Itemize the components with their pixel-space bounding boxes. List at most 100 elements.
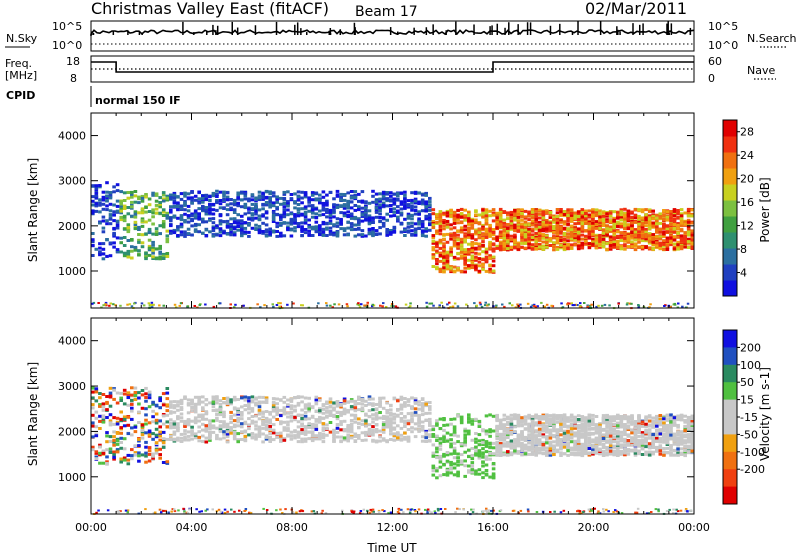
- echo-cell: [357, 408, 361, 412]
- echo-cell: [381, 430, 386, 434]
- echo-cell: [122, 392, 127, 396]
- echo-cell: [286, 202, 290, 206]
- echo-cell: [130, 448, 134, 452]
- echo-cell: [133, 248, 138, 252]
- echo-cell: [446, 303, 449, 306]
- echo-cell: [381, 417, 386, 420]
- echo-cell: [257, 218, 262, 222]
- echo-cell: [442, 245, 446, 248]
- echo-cell: [438, 304, 441, 307]
- echo-cell: [587, 231, 592, 235]
- echo-cell: [264, 435, 269, 439]
- echo-cell: [279, 437, 283, 441]
- echo-cell: [318, 201, 322, 205]
- echo-cell: [275, 410, 279, 414]
- echo-cell: [197, 215, 201, 219]
- echo-cell: [126, 212, 131, 216]
- echo-cell: [594, 226, 599, 230]
- echo-cell: [428, 196, 432, 200]
- echo-cell: [449, 233, 453, 237]
- echo-cell: [215, 193, 219, 196]
- echo-cell: [300, 221, 304, 225]
- echo-cell: [679, 237, 684, 241]
- echo-cell: [428, 302, 431, 305]
- echo-cell: [112, 435, 116, 439]
- echo-cell: [586, 304, 589, 307]
- echo-cell: [513, 229, 517, 233]
- echo-cell: [112, 185, 116, 189]
- echo-cell: [147, 244, 152, 248]
- echo-cell: [261, 230, 265, 233]
- echo-cell: [278, 305, 281, 308]
- echo-cell: [271, 404, 276, 408]
- echo-cell: [300, 395, 304, 399]
- echo-cell: [293, 206, 297, 210]
- echo-cell: [261, 410, 265, 414]
- echo-cell: [186, 192, 191, 196]
- echo-cell: [552, 241, 556, 245]
- echo-cell: [222, 231, 226, 235]
- echo-cell: [186, 430, 191, 434]
- power-colorbar-swatch: [723, 248, 737, 265]
- echo-cell: [357, 426, 361, 429]
- echo-cell: [144, 253, 148, 257]
- echo-cell: [277, 302, 280, 305]
- echo-cell: [435, 217, 439, 221]
- echo-cell: [144, 451, 148, 455]
- echo-cell: [225, 219, 230, 223]
- echo-cell: [481, 267, 485, 271]
- echo-cell: [204, 195, 209, 199]
- echo-cell: [598, 245, 602, 249]
- echo-cell: [435, 229, 439, 233]
- echo-cell: [271, 201, 276, 205]
- echo-cell: [417, 415, 421, 419]
- echo-cell: [409, 305, 412, 308]
- echo-cell: [686, 214, 691, 218]
- echo-cell: [240, 430, 244, 434]
- echo-cell: [264, 427, 269, 431]
- echo-cell: [406, 203, 411, 207]
- echo-cell: [271, 303, 274, 306]
- echo-cell: [279, 408, 283, 412]
- echo-cell: [576, 247, 581, 251]
- echo-cell: [300, 304, 303, 307]
- echo-cell: [307, 417, 311, 421]
- echo-cell: [364, 214, 368, 218]
- echo-cell: [381, 415, 386, 418]
- echo-cell: [325, 423, 329, 427]
- echo-cell: [101, 207, 106, 211]
- echo-cell: [658, 227, 663, 231]
- echo-cell: [250, 395, 255, 399]
- echo-cell: [662, 222, 666, 226]
- echo-cell: [566, 243, 570, 247]
- echo-cell: [520, 233, 524, 237]
- echo-cell: [467, 235, 471, 239]
- echo-cell: [91, 396, 95, 400]
- echo-cell: [445, 265, 450, 269]
- echo-cell: [197, 230, 201, 234]
- echo-cell: [364, 432, 368, 436]
- echo-cell: [332, 204, 336, 208]
- echo-cell: [690, 212, 695, 216]
- echo-cell: [115, 431, 120, 434]
- echo-cell: [463, 224, 467, 228]
- echo-cell: [144, 392, 148, 396]
- echo-cell: [190, 429, 194, 433]
- echo-cell: [491, 255, 496, 259]
- echo-cell: [420, 406, 425, 410]
- echo-cell: [105, 254, 109, 258]
- echo-cell: [193, 395, 198, 399]
- power-colorbar-tick-label: 12: [740, 220, 754, 233]
- echo-cell: [101, 202, 106, 206]
- echo-cell: [389, 427, 393, 431]
- echo-cell: [452, 210, 457, 214]
- echo-cell: [105, 462, 109, 465]
- echo-cell: [140, 209, 145, 212]
- echo-cell: [254, 205, 258, 209]
- echo-cell: [314, 215, 319, 219]
- echo-cell: [360, 406, 365, 410]
- echo-cell: [296, 413, 301, 417]
- echo-cell: [172, 191, 177, 195]
- echo-cell: [165, 214, 170, 218]
- echo-cell: [126, 396, 131, 399]
